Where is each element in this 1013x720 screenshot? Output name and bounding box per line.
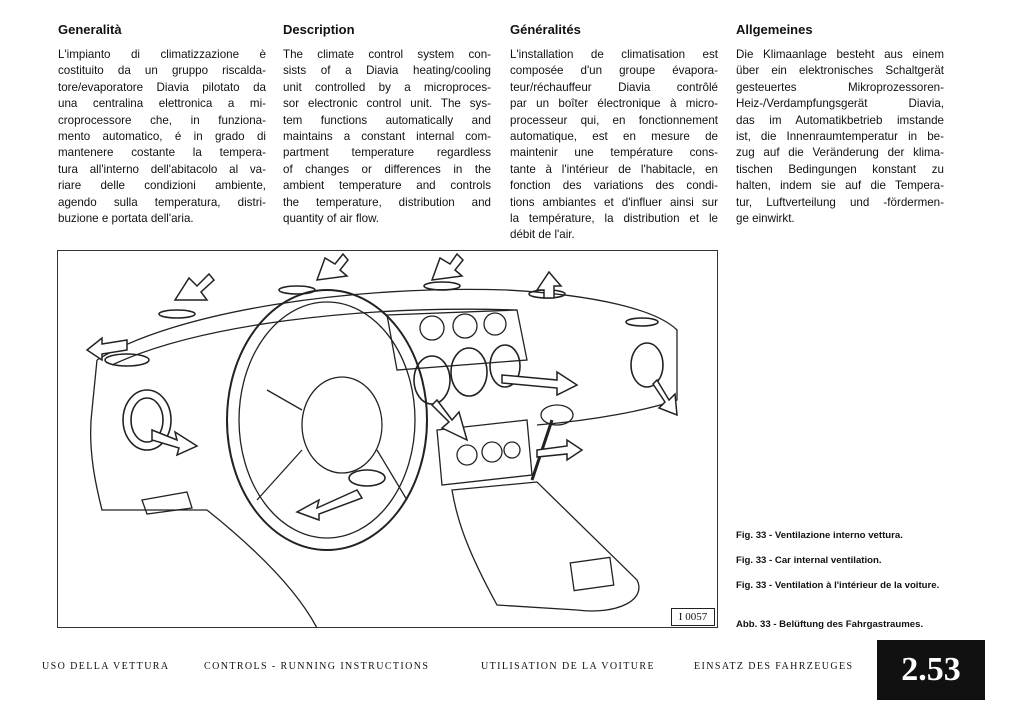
body-line: fonction des variations des condi- xyxy=(510,179,718,193)
footer-section: UTILISATION DE LA VOITURE xyxy=(481,661,655,672)
footer-section: EINSATZ DES FAHRZEUGES xyxy=(694,661,854,672)
body-line: of changes or differences in the xyxy=(283,162,491,176)
body-line: L'impianto di climatizzazione è xyxy=(58,48,266,61)
body-line: das im Automatikbetrieb imstande xyxy=(736,113,944,127)
body-line: tischen Bedingungen konstant zu xyxy=(736,162,944,176)
body-line: buzione e portata dell'aria. xyxy=(58,211,194,225)
text-column: Generalità L'impianto di climatizzazione … xyxy=(58,22,266,227)
text-column: Généralités L'installation de climatisati… xyxy=(510,22,718,244)
figure-caption: Abb. 33 - Belüftung des Fahrgastraumes. xyxy=(736,619,924,630)
body-line: ge einwirkt. xyxy=(736,211,795,225)
body-line: tur, Luftverteilung und -fördermen- xyxy=(736,195,944,209)
body-line: the temperature, distribution and xyxy=(283,195,491,209)
body-line: Die Klimaanlage besteht aus einem xyxy=(736,48,944,61)
figure-caption: Fig. 33 - Car internal ventilation. xyxy=(736,555,882,566)
body-line: una centralina elettronica a mi- xyxy=(58,97,266,111)
body-line: quantity of air flow. xyxy=(283,211,380,225)
body-line: costituito da un gruppo riscalda- xyxy=(58,64,266,78)
body-line: riare delle condizioni ambiente, xyxy=(58,179,266,193)
column-heading: Généralités xyxy=(510,22,581,37)
text-column: Description The climate control system co… xyxy=(283,22,491,227)
body-line: zug auf die Veränderung der klima- xyxy=(736,146,944,160)
figure-caption: Fig. 33 - Ventilation à l'intérieur de l… xyxy=(736,580,940,591)
text-column: Allgemeines Die Klimaanlage besteht aus e… xyxy=(736,22,944,227)
page-number: 2.53 xyxy=(901,651,961,688)
body-line: über ein elektronisches Schaltgerät xyxy=(736,64,944,78)
body-line: mantenere costante la tempera- xyxy=(58,146,266,160)
body-line: mento automatico, é in grado di xyxy=(58,129,266,143)
body-line: processeur qui, en fonctionnement xyxy=(510,113,718,127)
body-line: Heiz-/Verdampfungsgerät Diavia, xyxy=(736,97,944,111)
footer-section: USO DELLA VETTURA xyxy=(42,661,170,672)
column-heading: Allgemeines xyxy=(736,22,813,37)
body-line: partment temperature regardless xyxy=(283,146,491,160)
body-line: L'installation de climatisation est xyxy=(510,48,718,61)
body-line: la température, la distribution et le xyxy=(510,211,718,225)
body-line: automatique, est en mesure de xyxy=(510,129,718,143)
body-line: par un boîter électronique à micro- xyxy=(510,97,718,111)
page-number-box: 2.53 xyxy=(877,640,985,700)
body-line: sists of a Diavia heating/cooling xyxy=(283,64,491,78)
body-line: agendo sulla temperatura, distri- xyxy=(58,195,266,209)
body-line: tante à l'intérieur de l'habitacle, en xyxy=(510,162,718,176)
body-line: débit de l'air. xyxy=(510,228,575,242)
body-line: maintenir une température cons- xyxy=(510,146,718,160)
body-line: gesteuertes Mikroprozessoren- xyxy=(736,80,944,94)
body-line: maintains a constant internal com- xyxy=(283,129,491,143)
body-line: tem functions automatically and xyxy=(283,113,491,127)
body-line: croprocessore che, in funziona- xyxy=(58,113,266,127)
body-line: tore/evaporatore Diavia pilotato da xyxy=(58,80,266,94)
body-line: The climate control system con- xyxy=(283,48,491,61)
body-line: tions ambiantes et d'influer ainsi sur xyxy=(510,195,718,209)
body-line: composée d'un groupe évapora- xyxy=(510,64,718,78)
body-line: tura all'interno dell'abitacolo al va- xyxy=(58,162,266,176)
body-line: halten, indem sie auf die Tempera- xyxy=(736,179,944,193)
body-line: ambient temperature and controls xyxy=(283,179,491,193)
figure-code: I 0057 xyxy=(671,608,715,626)
column-heading: Description xyxy=(283,22,355,37)
body-line: unit controlled by a microproces- xyxy=(283,80,491,94)
dashboard-illustration xyxy=(57,250,718,628)
column-heading: Generalità xyxy=(58,22,122,37)
body-line: teur/réchauffeur Diavia contrôlé xyxy=(510,80,718,94)
body-line: sor electronic control unit. The sys- xyxy=(283,97,491,111)
body-line: ist, die Innenraumtemperatur in be- xyxy=(736,129,944,143)
footer: USO DELLA VETTURA CONTROLS - RUNNING INST… xyxy=(0,661,870,677)
figure-caption: Fig. 33 - Ventilazione interno vettura. xyxy=(736,530,903,541)
footer-section: CONTROLS - RUNNING INSTRUCTIONS xyxy=(204,661,430,672)
